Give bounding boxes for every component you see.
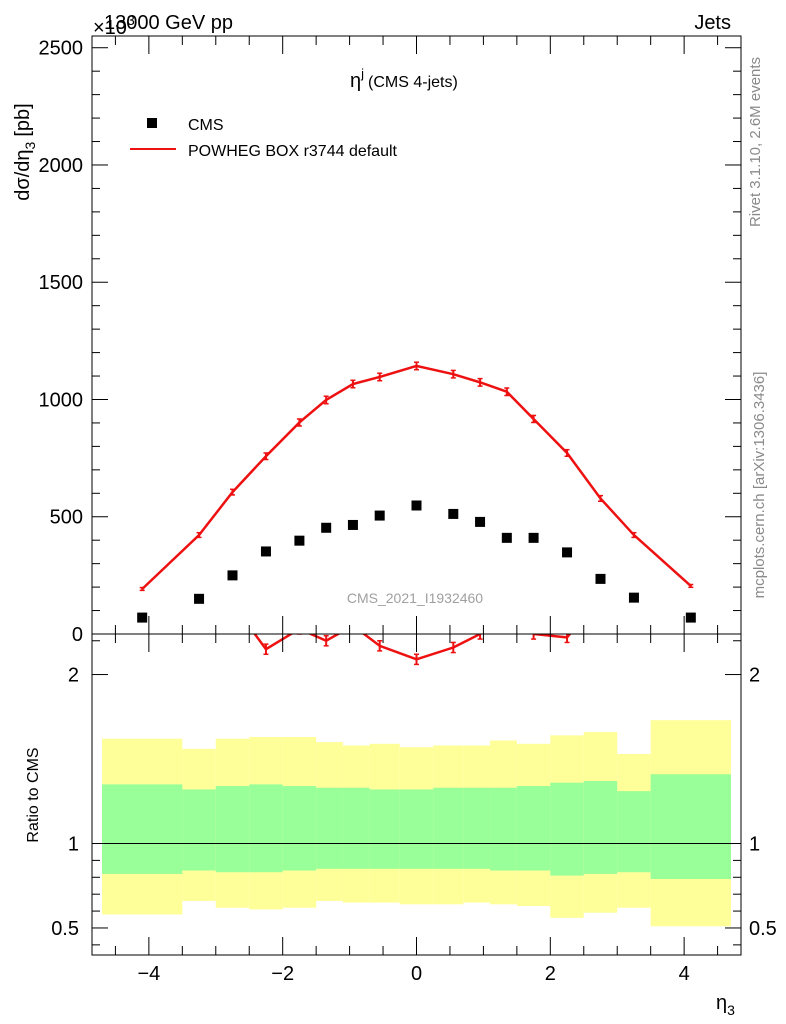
ratio-band-green <box>215 786 250 873</box>
plot-title-suffix: (CMS 4-jets) <box>368 74 458 91</box>
ratio-band-green <box>617 791 651 873</box>
main-y-axis-label: dσ/dη3[pb] <box>12 103 38 200</box>
main-y-tick-label: 500 <box>50 507 83 529</box>
legend-label-powheg: POWHEG BOX r3744 default <box>188 143 398 160</box>
ratio-bands <box>92 720 741 927</box>
main-plot-area <box>137 361 696 623</box>
ratio-axes: 0.5 0.5 1 1 2 2 −4 −2 0 2 4 <box>51 634 777 985</box>
cms-data-point <box>321 522 332 533</box>
legend-marker-cms <box>147 118 157 128</box>
cms-data-point <box>227 570 238 581</box>
main-y-axis-label-sub: 3 <box>22 141 38 149</box>
cms-data-point <box>448 508 459 519</box>
ratio-y-tick-label-right: 1 <box>749 833 760 855</box>
ratio-band-green <box>650 774 731 879</box>
x-tick-label: 4 <box>679 963 690 985</box>
cms-data-point <box>595 573 606 584</box>
x-tick-label: −2 <box>271 963 294 985</box>
main-y-axis-label-unit: [pb] <box>12 103 34 136</box>
header-left-label: 13000 GeV pp <box>104 12 233 34</box>
ratio-band-green <box>182 789 216 871</box>
main-y-tick-label: 1500 <box>39 272 84 294</box>
cms-data-point <box>260 546 271 557</box>
cms-data-point <box>194 593 205 604</box>
y-exponent-power: 3 <box>127 12 135 28</box>
rivet-version-label: Rivet 3.1.10, 2.6M events <box>747 57 764 227</box>
x-tick-label: 0 <box>411 963 422 985</box>
ratio-y-tick-label-right: 2 <box>749 665 760 687</box>
x-axis-label-sub: 3 <box>727 1002 735 1018</box>
plot-title: ηj (CMS 4-jets) <box>350 66 458 92</box>
mcplots-label: mcplots.cern.ch [arXiv:1306.3436] <box>751 372 768 599</box>
legend: CMS POWHEG BOX r3744 default <box>130 117 398 160</box>
cms-data-point <box>294 535 305 546</box>
x-tick-label: 2 <box>545 963 556 985</box>
ratio-band-green <box>463 787 491 869</box>
analysis-watermark: CMS_2021_I1932460 <box>347 590 483 606</box>
plot-title-symbol: η <box>350 70 361 92</box>
ratio-band-green <box>342 787 370 869</box>
main-y-tick-label: 2000 <box>39 155 84 177</box>
cms-data-point <box>562 547 573 558</box>
ratio-y-tick-label: 0.5 <box>51 918 79 940</box>
plot-title-sup: j <box>360 66 364 81</box>
cms-data-point <box>137 612 148 623</box>
y-exponent-label: ×103 <box>93 12 135 39</box>
ratio-band-green <box>102 784 183 874</box>
ratio-plot-area <box>253 634 572 666</box>
ratio-band-green <box>369 789 400 869</box>
ratio-band-green <box>550 782 584 876</box>
main-panel: 0 500 1000 1500 2000 2500 ηj (CMS 4-jets) CMS … <box>12 35 742 646</box>
ratio-band-green <box>583 780 618 874</box>
ratio-band-green <box>249 784 283 873</box>
main-y-tick-label: 2500 <box>39 38 84 60</box>
x-tick-label: −4 <box>137 963 160 985</box>
ratio-y-tick-label: 1 <box>68 833 79 855</box>
cms-data-point <box>685 612 696 623</box>
cms-data-point <box>628 592 639 603</box>
ratio-band-green <box>490 787 517 871</box>
cms-data-point <box>501 532 512 543</box>
ratio-band-green <box>316 787 343 869</box>
x-axis-label: η3 <box>716 992 735 1018</box>
cms-data-point <box>475 516 486 527</box>
cms-data-point <box>528 532 539 543</box>
header-right-label: Jets <box>694 12 731 34</box>
ratio-band-green <box>399 789 434 869</box>
main-y-tick-label: 1000 <box>39 389 84 411</box>
powheg-line <box>141 364 692 590</box>
ratio-y-tick-label-right: 0.5 <box>749 918 777 940</box>
ratio-band-green <box>282 786 317 871</box>
legend-label-cms: CMS <box>188 117 224 134</box>
ratio-band-green <box>516 786 551 871</box>
cms-data-point <box>374 510 385 521</box>
ratio-band-green <box>433 787 464 869</box>
cms-data-point <box>347 519 358 530</box>
cms-data-point <box>411 500 422 511</box>
main-y-tick-label: 0 <box>72 624 83 646</box>
ratio-y-tick-label: 2 <box>68 665 79 687</box>
ratio-y-axis-label: Ratio to CMS <box>25 747 42 842</box>
main-axes: 0 500 1000 1500 2000 2500 <box>39 36 741 646</box>
ratio-panel: 0.5 0.5 1 1 2 2 −4 −2 0 2 4 Ratio to CMS η3 <box>25 633 777 1018</box>
